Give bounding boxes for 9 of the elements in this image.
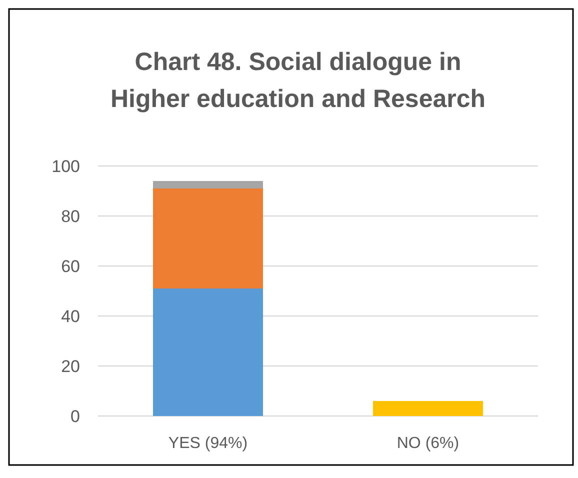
y-tick-label: 60 [61,256,80,276]
x-tick-label: YES (94%) [168,435,248,452]
chart-title: Chart 48. Social dialogue in Higher education and Research [110,48,486,113]
x-tick-label: NO (6%) [396,435,460,452]
y-tick-label: 80 [61,206,80,226]
y-tick-label: 40 [61,306,80,326]
y-tick-label: 100 [52,156,80,176]
y-tick-label: 20 [61,356,80,376]
y-tick-label: 0 [70,406,80,426]
